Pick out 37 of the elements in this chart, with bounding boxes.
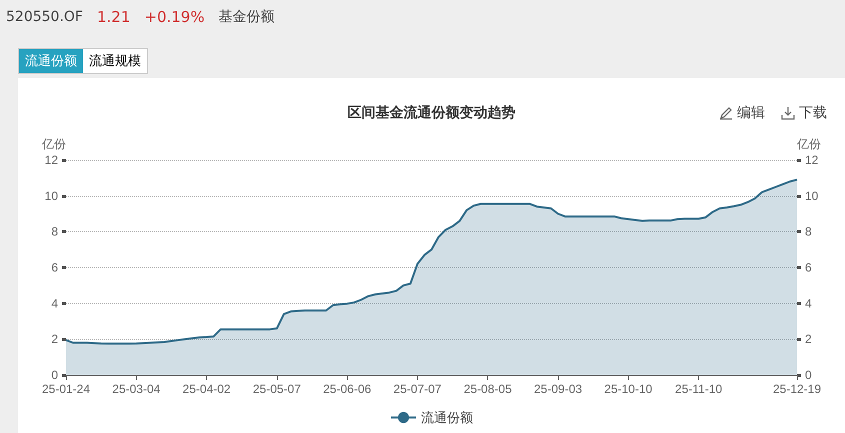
x-tick-label: 25-11-10 [675,382,722,396]
x-tick-label: 25-07-07 [393,382,442,396]
text: 编辑 [737,104,765,122]
y2-tick-label: 10 [805,188,819,203]
y2-tick-label: 0 [805,368,812,382]
y-tick-label: 0 [51,368,58,382]
y2-tick-label: 2 [805,332,812,346]
chart-title: 区间基金流通份额变动趋势 [348,104,516,120]
x-tick-label: 25-09-03 [534,382,582,396]
x-tick-label: 25-06-06 [323,382,372,396]
y-tick-label: 12 [44,153,58,167]
text: 下载 [799,104,827,122]
y2-tick-label: 12 [805,153,819,167]
y-tick-label: 2 [51,332,58,346]
x-tick-label: 25-05-07 [252,382,302,396]
y-tick-label: 10 [44,188,58,203]
x-tick-label: 25-03-04 [112,382,161,396]
y2-axis-title: 亿份 [796,137,821,151]
y-tick-label: 6 [51,260,58,274]
text: 1.21 [96,8,130,26]
y2-tick-label: 6 [805,260,812,274]
text: 基金份额 [218,8,275,26]
x-tick-label: 25-12-19 [772,382,822,396]
x-tick-label: 25-08-05 [464,382,512,396]
y2-tick-label: 4 [805,296,812,310]
y-tick-label: 8 [51,224,58,239]
legend-label: 流通份额 [421,410,473,425]
x-tick-label: 25-04-02 [182,382,231,396]
y-tick-label: 4 [51,296,58,310]
x-tick-label: 25-10-10 [604,382,653,396]
x-tick-label: 25-01-24 [42,382,90,396]
y-axis-title: 亿份 [41,137,66,151]
y2-tick-label: 8 [805,224,812,239]
text: 520550.OF [6,9,83,25]
text: 流通份额 [19,49,83,73]
text: +0.19% [144,8,205,26]
text: 流通规模 [88,53,142,71]
